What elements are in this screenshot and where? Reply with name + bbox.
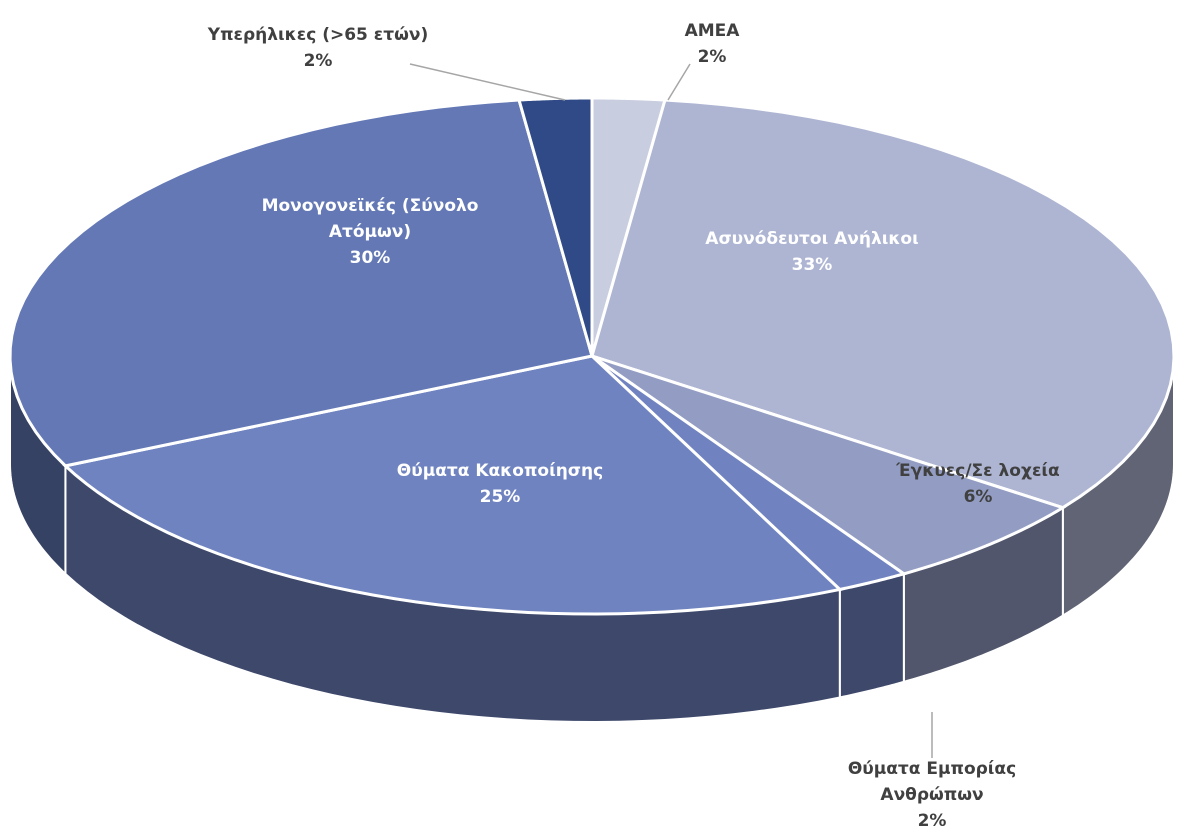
data-label: Θύματα Εμπορίας Ανθρώπων 2% (817, 756, 1047, 834)
category-label: Θύματα Εμπορίας Ανθρώπων (847, 759, 1017, 805)
leader-line (667, 63, 691, 101)
leader-line (409, 63, 566, 101)
slice (8, 98, 594, 468)
value-label: 2% (697, 47, 727, 67)
slice-side (838, 572, 905, 699)
data-label: Υπερήλικες (>65 ετών) 2% (168, 22, 468, 74)
data-label: Έγκυες/Σε λοχεία 6% (848, 458, 1108, 510)
slice (590, 98, 1176, 510)
category-label: Έγκυες/Σε λοχεία (896, 461, 1060, 481)
value-label: 6% (963, 487, 993, 507)
category-label: Υπερήλικες (>65 ετών) (207, 25, 429, 45)
value-label: 33% (791, 255, 833, 275)
slice (62, 354, 843, 616)
slice (590, 354, 908, 592)
category-label: Θύματα Κακοποίησης (396, 461, 604, 481)
category-label: Ασυνόδευτοι Ανήλικοι (705, 229, 919, 249)
category-label: Μονογονεϊκές (Σύνολο Ατόμων) (261, 196, 479, 242)
data-label: ΑΜΕΑ 2% (612, 18, 812, 70)
value-label: 25% (479, 487, 521, 507)
slice (591, 354, 1067, 576)
data-label: Ασυνόδευτοι Ανήλικοι 33% (662, 226, 962, 278)
category-label: ΑΜΕΑ (684, 21, 740, 41)
data-label: Μονογονεϊκές (Σύνολο Ατόμων) 30% (255, 193, 485, 271)
value-label: 2% (303, 51, 333, 71)
value-label: 2% (917, 811, 947, 831)
value-label: 30% (349, 248, 391, 268)
data-label: Θύματα Κακοποίησης 25% (350, 458, 650, 510)
